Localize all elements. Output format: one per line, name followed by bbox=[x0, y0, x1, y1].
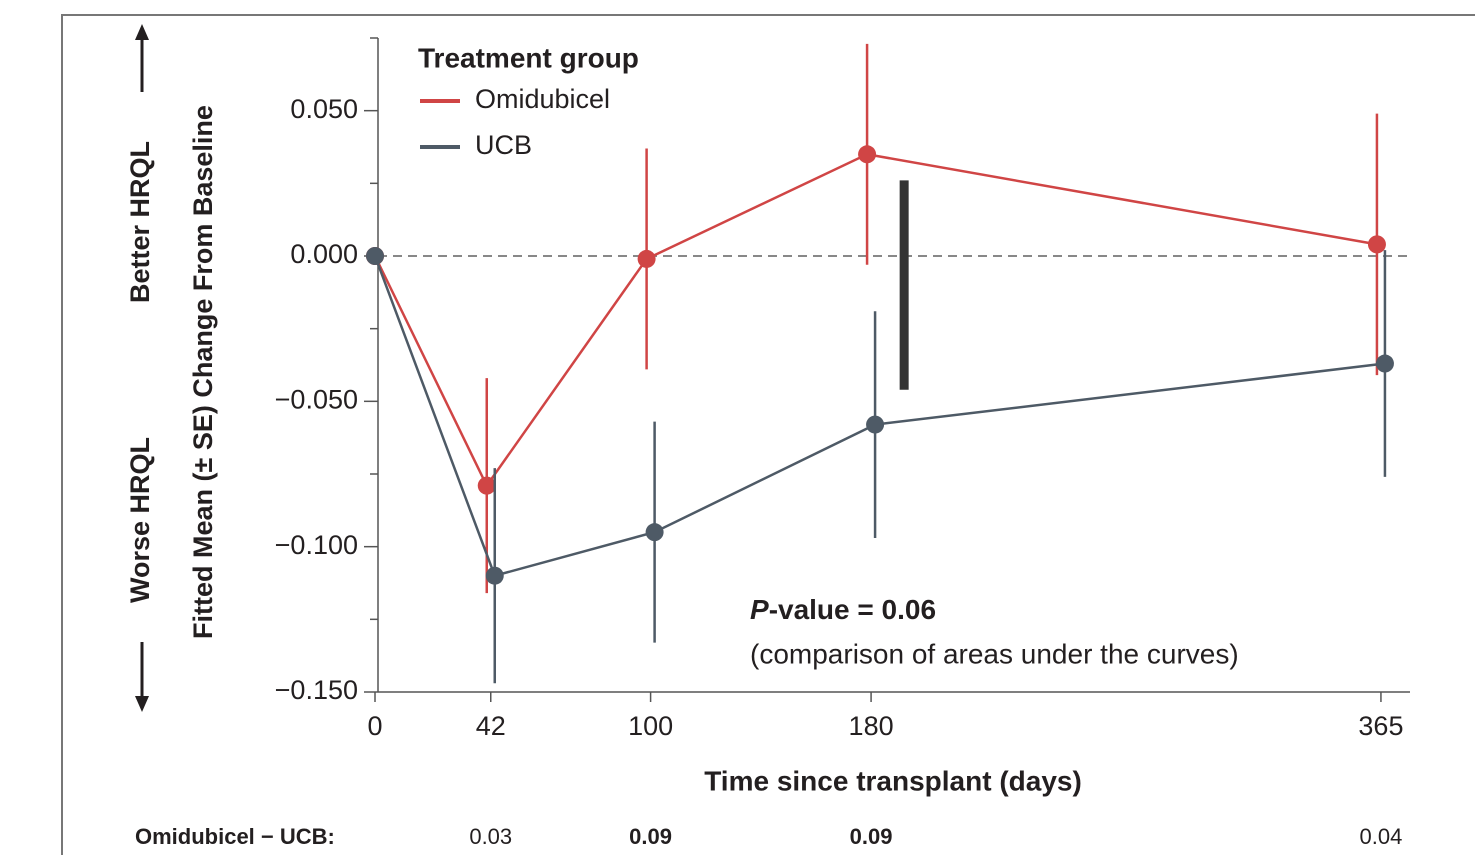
arrow-up-head bbox=[135, 24, 149, 40]
legend-label: UCB bbox=[475, 130, 532, 160]
point bbox=[637, 249, 656, 268]
annotation: P-value = 0.06 bbox=[750, 594, 936, 625]
point bbox=[858, 145, 877, 164]
point bbox=[485, 566, 504, 585]
annotation-note: (comparison of areas under the curves) bbox=[750, 638, 1239, 669]
y-label-bottom: Worse HRQL bbox=[125, 437, 155, 603]
difference-value: 0.04 bbox=[1360, 824, 1403, 849]
point bbox=[1367, 235, 1386, 254]
point bbox=[366, 247, 384, 265]
y-tick-label: −0.050 bbox=[275, 384, 358, 414]
point bbox=[866, 415, 885, 434]
x-tick-label: 180 bbox=[849, 711, 894, 741]
arrow-down-head bbox=[135, 696, 149, 712]
y-tick-label: 0.050 bbox=[290, 94, 358, 124]
difference-value: 0.09 bbox=[850, 824, 893, 849]
difference-label: Omidubicel − UCB: bbox=[135, 824, 335, 849]
y-tick-label: −0.150 bbox=[275, 675, 358, 705]
x-axis-title: Time since transplant (days) bbox=[704, 765, 1082, 796]
x-tick-label: 100 bbox=[628, 711, 673, 741]
frame bbox=[61, 14, 1475, 855]
series-line bbox=[373, 255, 1386, 578]
legend-label: Omidubicel bbox=[475, 84, 610, 114]
difference-value: 0.09 bbox=[629, 824, 672, 849]
point bbox=[477, 476, 496, 495]
x-tick-label: 0 bbox=[367, 711, 382, 741]
y-label-top: Better HRQL bbox=[125, 141, 155, 303]
x-tick-label: 42 bbox=[476, 711, 506, 741]
difference-value: 0.03 bbox=[469, 824, 512, 849]
y-axis-title: Fitted Mean (± SE) Change From Baseline bbox=[188, 105, 218, 639]
point bbox=[645, 523, 664, 542]
y-tick-label: 0.000 bbox=[290, 239, 358, 269]
legend-title: Treatment group bbox=[418, 42, 639, 73]
point bbox=[1375, 354, 1394, 373]
y-tick-label: −0.100 bbox=[275, 530, 358, 560]
x-tick-label: 365 bbox=[1358, 711, 1403, 741]
